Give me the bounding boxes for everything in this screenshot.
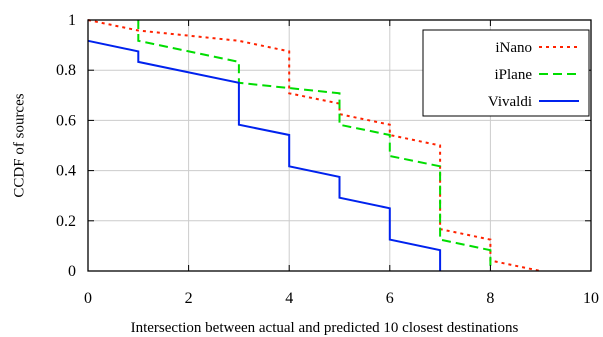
y-tick-label-2: 0.4 (56, 163, 76, 180)
y-tick-label-0: 0 (68, 263, 76, 280)
x-tick-label-3: 6 (386, 290, 394, 307)
ticks: 0 2 4 6 8 10 0 0.2 0.4 0.6 0.8 1 (56, 12, 599, 307)
series-line-iplane (137, 20, 492, 271)
x-tick-label-4: 8 (486, 290, 494, 307)
series-layer (87, 19, 541, 272)
x-tick-label-0: 0 (84, 290, 92, 307)
y-tick-label-4: 0.8 (56, 62, 76, 79)
plot-frame (87, 19, 592, 272)
x-tick-label-5: 10 (583, 290, 599, 307)
legend-label-inano: iNano (495, 40, 532, 56)
x-tick-label-2: 4 (285, 290, 293, 307)
series-line-inano (87, 19, 541, 272)
x-tick-label-1: 2 (185, 290, 193, 307)
y-tick-label-3: 0.6 (56, 112, 76, 129)
series-line-vivaldi (87, 39, 442, 271)
legend-label-vivaldi: Vivaldi (488, 94, 532, 110)
y-tick-label-1: 0.2 (56, 213, 76, 230)
legend: iNano iPlane Vivaldi (422, 29, 590, 117)
y-tick-label-5: 1 (68, 12, 76, 29)
y-axis-label: CCDF of sources (11, 93, 27, 197)
legend-label-iplane: iPlane (495, 67, 533, 83)
x-axis-label: Intersection between actual and predicte… (131, 320, 519, 336)
